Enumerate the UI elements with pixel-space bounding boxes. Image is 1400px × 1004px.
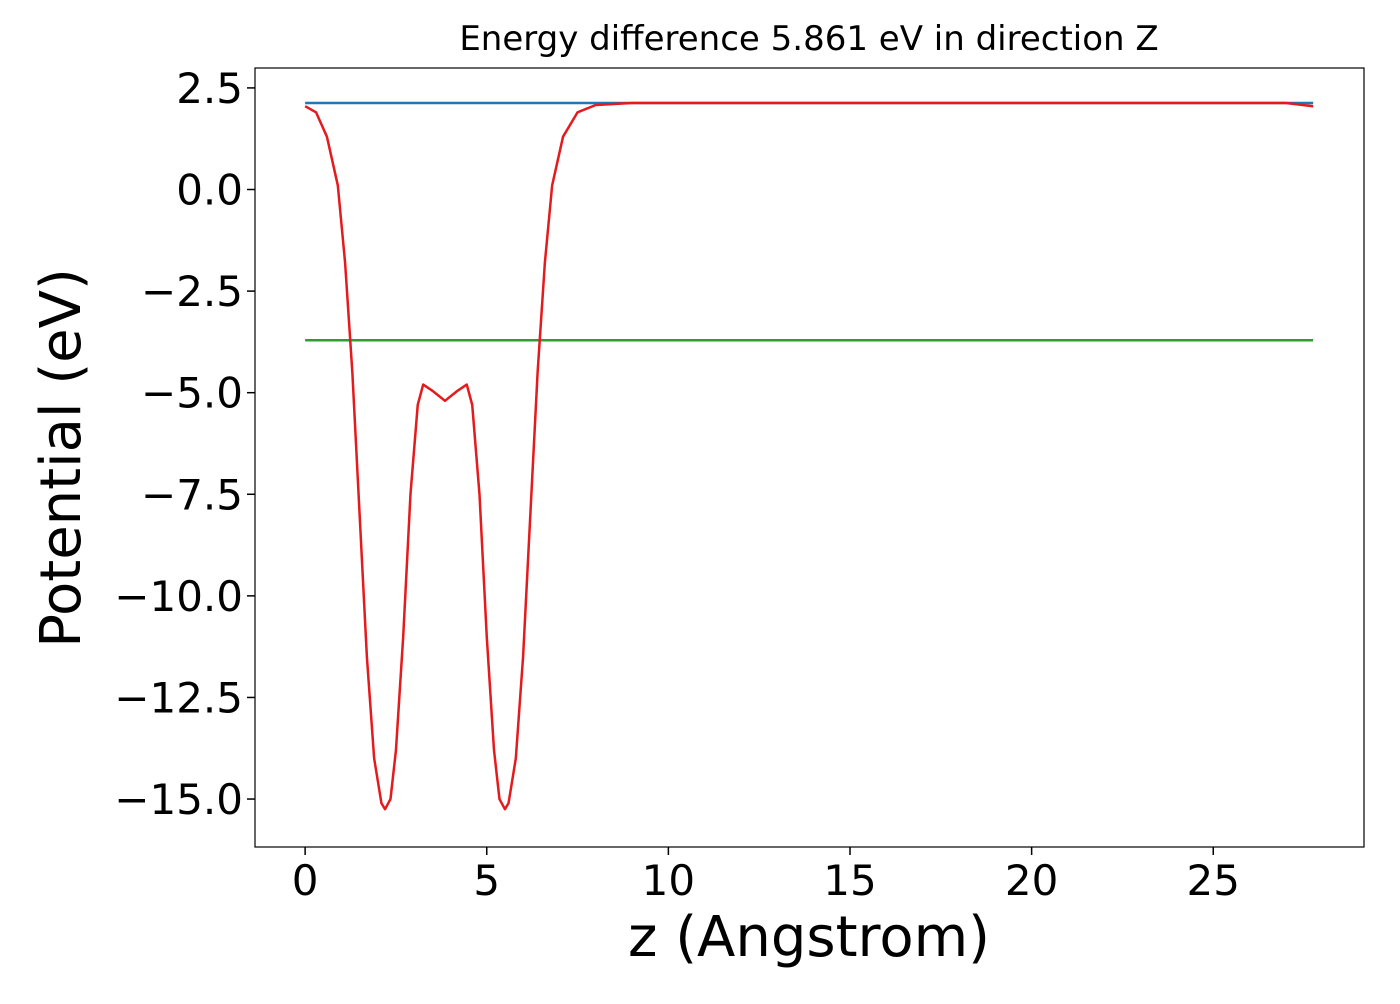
y-tick-label: −5.0 (141, 369, 243, 418)
x-tick-label: 5 (473, 856, 500, 905)
y-axis-label: Potential (eV) (29, 268, 94, 648)
y-tick-label: 2.5 (176, 64, 243, 113)
x-tick-label: 0 (292, 856, 319, 905)
y-tick-label: −7.5 (141, 470, 243, 519)
y-tick-label: −2.5 (141, 267, 243, 316)
line (304, 101, 1314, 811)
x-tick-label: 15 (823, 856, 876, 905)
y-tick-label: −10.0 (114, 572, 243, 621)
x-tick-label: 20 (1005, 856, 1058, 905)
chart-title: Energy difference 5.861 eV in direction … (459, 19, 1158, 59)
x-tick-label: 10 (642, 856, 695, 905)
y-tick-label: 0.0 (176, 166, 243, 215)
y-tick-label: −12.5 (114, 673, 243, 722)
y-tick-label: −15.0 (114, 775, 243, 824)
x-tick-label: 25 (1187, 856, 1240, 905)
x-axis-label: z (Angstrom) (628, 905, 990, 970)
plot-frame (254, 67, 1365, 848)
